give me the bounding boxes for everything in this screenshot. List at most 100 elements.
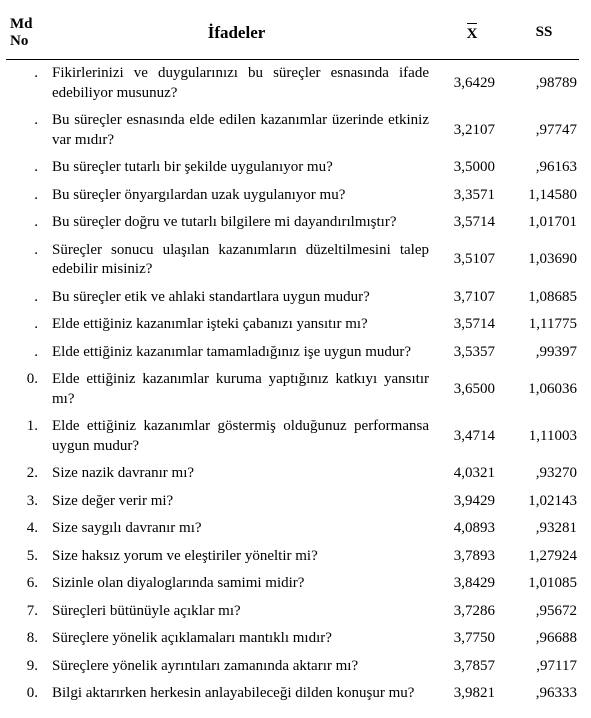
cell-ss: ,93281 bbox=[509, 515, 579, 543]
cell-x: 3,9429 bbox=[435, 488, 509, 516]
cell-x: 3,5107 bbox=[435, 237, 509, 284]
cell-ss: 1,01085 bbox=[509, 570, 579, 598]
cell-md: 5. bbox=[6, 543, 38, 571]
cell-ss: 1,01701 bbox=[509, 209, 579, 237]
cell-ifade: Size haksız yorum ve eleştiriler yönelti… bbox=[38, 543, 435, 571]
table-row: .Bu süreçler tutarlı bir şekilde uygulan… bbox=[6, 154, 579, 182]
data-table: MdNo İfadeler X SS .Fikirlerinizi ve duy… bbox=[6, 10, 579, 708]
table-row: 0.Elde ettiğiniz kazanımlar kuruma yaptı… bbox=[6, 366, 579, 413]
table-row: .Elde ettiğiniz kazanımlar işteki çabanı… bbox=[6, 311, 579, 339]
cell-x: 3,7107 bbox=[435, 284, 509, 312]
cell-ifade: Bilgi aktarırken herkesin anlayabileceği… bbox=[38, 680, 435, 708]
cell-ss: ,96333 bbox=[509, 680, 579, 708]
cell-x: 3,8429 bbox=[435, 570, 509, 598]
cell-x: 3,4714 bbox=[435, 413, 509, 460]
cell-ifade: Süreçler sonucu ulaşılan kazanımların dü… bbox=[38, 237, 435, 284]
cell-x: 3,7893 bbox=[435, 543, 509, 571]
cell-md: 7. bbox=[6, 598, 38, 626]
cell-md: . bbox=[6, 182, 38, 210]
table-row: 0.Bilgi aktarırken herkesin anlayabilece… bbox=[6, 680, 579, 708]
table-row: 8.Süreçlere yönelik açıklamaları mantıkl… bbox=[6, 625, 579, 653]
table-row: 7.Süreçleri bütünüyle açıklar mı?3,7286,… bbox=[6, 598, 579, 626]
cell-ifade: Elde ettiğiniz kazanımlar işteki çabanız… bbox=[38, 311, 435, 339]
cell-ss: 1,11003 bbox=[509, 413, 579, 460]
cell-ss: ,95672 bbox=[509, 598, 579, 626]
cell-x: 3,7750 bbox=[435, 625, 509, 653]
cell-x: 3,7286 bbox=[435, 598, 509, 626]
cell-ifade: Fikirlerinizi ve duygularınızı bu süreçl… bbox=[38, 60, 435, 108]
table-row: .Fikirlerinizi ve duygularınızı bu süreç… bbox=[6, 60, 579, 108]
cell-x: 3,6429 bbox=[435, 60, 509, 108]
cell-x: 3,5714 bbox=[435, 311, 509, 339]
cell-md: 0. bbox=[6, 680, 38, 708]
header-ifadeler: İfadeler bbox=[38, 10, 435, 60]
cell-ss: ,99397 bbox=[509, 339, 579, 367]
table-row: 9.Süreçlere yönelik ayrıntıları zamanınd… bbox=[6, 653, 579, 681]
cell-x: 3,5000 bbox=[435, 154, 509, 182]
cell-ifade: Elde ettiğiniz kazanımlar kuruma yaptığı… bbox=[38, 366, 435, 413]
cell-md: 9. bbox=[6, 653, 38, 681]
cell-ss: 1,14580 bbox=[509, 182, 579, 210]
table-row: .Bu süreçler önyargılardan uzak uygulanı… bbox=[6, 182, 579, 210]
cell-ss: ,97747 bbox=[509, 107, 579, 154]
header-md: MdNo bbox=[6, 10, 38, 60]
cell-ss: ,93270 bbox=[509, 460, 579, 488]
cell-ss: 1,08685 bbox=[509, 284, 579, 312]
cell-md: 4. bbox=[6, 515, 38, 543]
cell-ifade: Elde ettiğiniz kazanımlar tamamladığınız… bbox=[38, 339, 435, 367]
cell-x: 3,3571 bbox=[435, 182, 509, 210]
cell-ss: 1,06036 bbox=[509, 366, 579, 413]
cell-ss: 1,11775 bbox=[509, 311, 579, 339]
cell-md: 6. bbox=[6, 570, 38, 598]
cell-md: 1. bbox=[6, 413, 38, 460]
cell-md: . bbox=[6, 154, 38, 182]
cell-ifade: Sizinle olan diyaloglarında samimi midir… bbox=[38, 570, 435, 598]
cell-x: 3,6500 bbox=[435, 366, 509, 413]
table-row: .Bu süreçler doğru ve tutarlı bilgilere … bbox=[6, 209, 579, 237]
cell-x: 3,2107 bbox=[435, 107, 509, 154]
cell-ifade: Bu süreçler doğru ve tutarlı bilgilere m… bbox=[38, 209, 435, 237]
table-row: .Bu süreçler esnasında elde edilen kazan… bbox=[6, 107, 579, 154]
table-row: 3.Size değer verir mi?3,94291,02143 bbox=[6, 488, 579, 516]
cell-md: . bbox=[6, 60, 38, 108]
table-body: .Fikirlerinizi ve duygularınızı bu süreç… bbox=[6, 60, 579, 708]
cell-x: 3,5357 bbox=[435, 339, 509, 367]
cell-ifade: Bu süreçler etik ve ahlaki standartlara … bbox=[38, 284, 435, 312]
table-row: 2.Size nazik davranır mı?4,0321,93270 bbox=[6, 460, 579, 488]
table-row: .Bu süreçler etik ve ahlaki standartlara… bbox=[6, 284, 579, 312]
header-xbar: X bbox=[435, 10, 509, 60]
table-row: 1.Elde ettiğiniz kazanımlar göstermiş ol… bbox=[6, 413, 579, 460]
table-row: .Elde ettiğiniz kazanımlar tamamladığını… bbox=[6, 339, 579, 367]
cell-md: . bbox=[6, 107, 38, 154]
table-row: .Süreçler sonucu ulaşılan kazanımların d… bbox=[6, 237, 579, 284]
cell-ss: 1,02143 bbox=[509, 488, 579, 516]
cell-ss: ,98789 bbox=[509, 60, 579, 108]
cell-ifade: Elde ettiğiniz kazanımlar göstermiş oldu… bbox=[38, 413, 435, 460]
cell-ss: ,96163 bbox=[509, 154, 579, 182]
cell-md: . bbox=[6, 339, 38, 367]
cell-md: . bbox=[6, 209, 38, 237]
cell-x: 3,9821 bbox=[435, 680, 509, 708]
cell-md: . bbox=[6, 284, 38, 312]
cell-ifade: Süreçlere yönelik açıklamaları mantıklı … bbox=[38, 625, 435, 653]
cell-ifade: Size nazik davranır mı? bbox=[38, 460, 435, 488]
cell-ifade: Bu süreçler esnasında elde edilen kazanı… bbox=[38, 107, 435, 154]
cell-ifade: Bu süreçler tutarlı bir şekilde uygulanı… bbox=[38, 154, 435, 182]
cell-ifade: Bu süreçler önyargılardan uzak uygulanıy… bbox=[38, 182, 435, 210]
table-row: 4.Size saygılı davranır mı?4,0893,93281 bbox=[6, 515, 579, 543]
cell-ifade: Süreçlere yönelik ayrıntıları zamanında … bbox=[38, 653, 435, 681]
cell-x: 3,5714 bbox=[435, 209, 509, 237]
cell-x: 4,0893 bbox=[435, 515, 509, 543]
cell-md: . bbox=[6, 237, 38, 284]
cell-ifade: Süreçleri bütünüyle açıklar mı? bbox=[38, 598, 435, 626]
cell-md: 8. bbox=[6, 625, 38, 653]
table-row: 6.Sizinle olan diyaloglarında samimi mid… bbox=[6, 570, 579, 598]
cell-x: 3,7857 bbox=[435, 653, 509, 681]
cell-ss: 1,27924 bbox=[509, 543, 579, 571]
header-ss: SS bbox=[509, 10, 579, 60]
cell-ss: ,97117 bbox=[509, 653, 579, 681]
table-header-row: MdNo İfadeler X SS bbox=[6, 10, 579, 60]
cell-md: 2. bbox=[6, 460, 38, 488]
cell-md: 3. bbox=[6, 488, 38, 516]
cell-md: . bbox=[6, 311, 38, 339]
